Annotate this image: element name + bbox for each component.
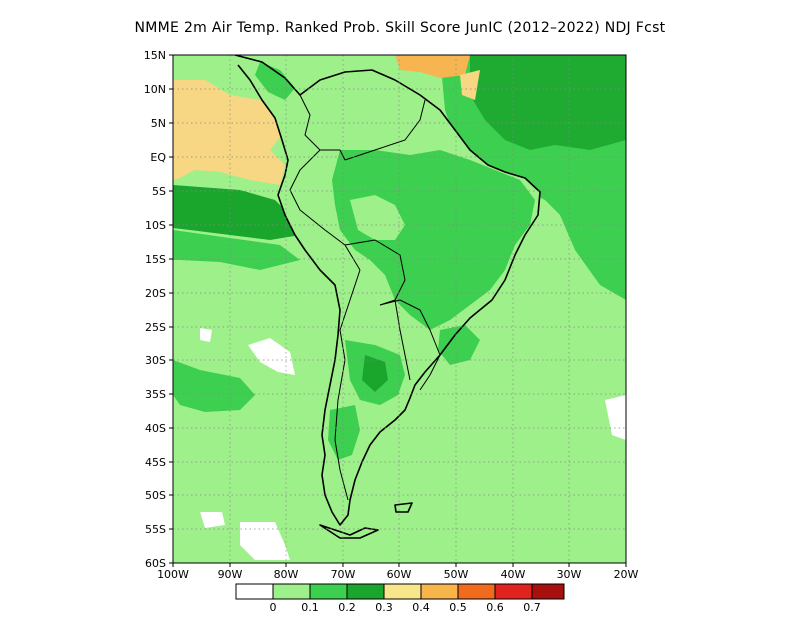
amazon-north-region bbox=[298, 80, 430, 165]
pacific-skill-area bbox=[173, 230, 300, 270]
lat-label: 45S bbox=[145, 456, 166, 469]
lat-label: 50S bbox=[145, 489, 166, 502]
colorbar-label: 0.4 bbox=[412, 601, 430, 614]
colorbar-swatch bbox=[457, 583, 496, 600]
colorbar-labels: 0 0.1 0.2 0.3 0.4 0.5 0.6 0.7 bbox=[270, 601, 541, 614]
lat-label: 5N bbox=[151, 117, 166, 130]
colorbar-label: 0.6 bbox=[486, 601, 504, 614]
colombia-region bbox=[255, 62, 295, 100]
white-patch-pacific-2 bbox=[200, 328, 212, 342]
colorbar-label: 0.7 bbox=[523, 601, 541, 614]
white-patch-atlantic bbox=[605, 395, 626, 440]
lon-label: 80W bbox=[274, 568, 299, 581]
graticule bbox=[173, 55, 626, 563]
lat-labels: 15N 10N 5N EQ 5S 10S 15S 20S 25S 30S 35S… bbox=[144, 49, 167, 570]
colorbar-swatch bbox=[531, 583, 565, 600]
colorbar-swatch bbox=[383, 583, 422, 600]
pacific-tan-area bbox=[173, 80, 285, 185]
falkland-islands bbox=[394, 502, 413, 513]
lat-label: 5S bbox=[152, 185, 166, 198]
lon-label: 60W bbox=[387, 568, 412, 581]
colorbar-swatch bbox=[494, 583, 533, 600]
lat-label: 10N bbox=[144, 83, 166, 96]
colorbar-label: 0.3 bbox=[375, 601, 393, 614]
argentina-high-skill bbox=[362, 355, 388, 392]
lon-label: 70W bbox=[331, 568, 356, 581]
colorbar-swatch bbox=[420, 583, 459, 600]
colorbar-swatch bbox=[272, 583, 311, 600]
lat-label: 25S bbox=[145, 321, 166, 334]
lat-label: 10S bbox=[145, 219, 166, 232]
chart-title: NMME 2m Air Temp. Ranked Prob. Skill Sco… bbox=[134, 20, 666, 36]
white-patch-south-1 bbox=[240, 522, 290, 560]
white-patch-south-2 bbox=[200, 512, 225, 528]
amazon-light-region bbox=[350, 195, 405, 240]
colorbar-label: 0.2 bbox=[338, 601, 356, 614]
lat-label: 15S bbox=[145, 253, 166, 266]
lat-label: EQ bbox=[150, 151, 166, 164]
colorbar-swatch bbox=[235, 583, 274, 600]
colorbar-swatch bbox=[309, 583, 348, 600]
lat-label: 40S bbox=[145, 422, 166, 435]
lon-label: 30W bbox=[557, 568, 582, 581]
lon-label: 50W bbox=[444, 568, 469, 581]
lon-label: 90W bbox=[218, 568, 243, 581]
colorbar bbox=[235, 583, 565, 600]
lat-label: 15N bbox=[144, 49, 166, 62]
caribbean-orange-area bbox=[395, 55, 470, 78]
lat-label: 55S bbox=[145, 523, 166, 536]
caribbean-tan-area bbox=[460, 70, 480, 100]
lon-label: 20W bbox=[614, 568, 639, 581]
atlantic-high-skill-area bbox=[470, 55, 626, 150]
lat-label: 30S bbox=[145, 354, 166, 367]
lat-label: 35S bbox=[145, 388, 166, 401]
lat-label: 20S bbox=[145, 287, 166, 300]
lon-label: 100W bbox=[157, 568, 189, 581]
colorbar-label: 0.5 bbox=[449, 601, 467, 614]
uruguay-region bbox=[438, 325, 480, 365]
brazil-central-region bbox=[332, 150, 535, 330]
lon-labels: 100W 90W 80W 70W 60W 50W 40W 30W 20W bbox=[157, 568, 638, 581]
country-borders bbox=[289, 94, 441, 501]
colorbar-swatch bbox=[346, 583, 385, 600]
skill-field bbox=[173, 55, 626, 563]
pacific-south-skill-area bbox=[173, 360, 255, 412]
lon-label: 40W bbox=[501, 568, 526, 581]
lat-label: 60S bbox=[145, 557, 166, 570]
axis-ticks bbox=[169, 54, 627, 567]
colorbar-label: 0 bbox=[270, 601, 277, 614]
pacific-high-skill-area bbox=[173, 185, 300, 240]
white-patch-pacific-1 bbox=[248, 338, 295, 375]
colorbar-label: 0.1 bbox=[301, 601, 319, 614]
